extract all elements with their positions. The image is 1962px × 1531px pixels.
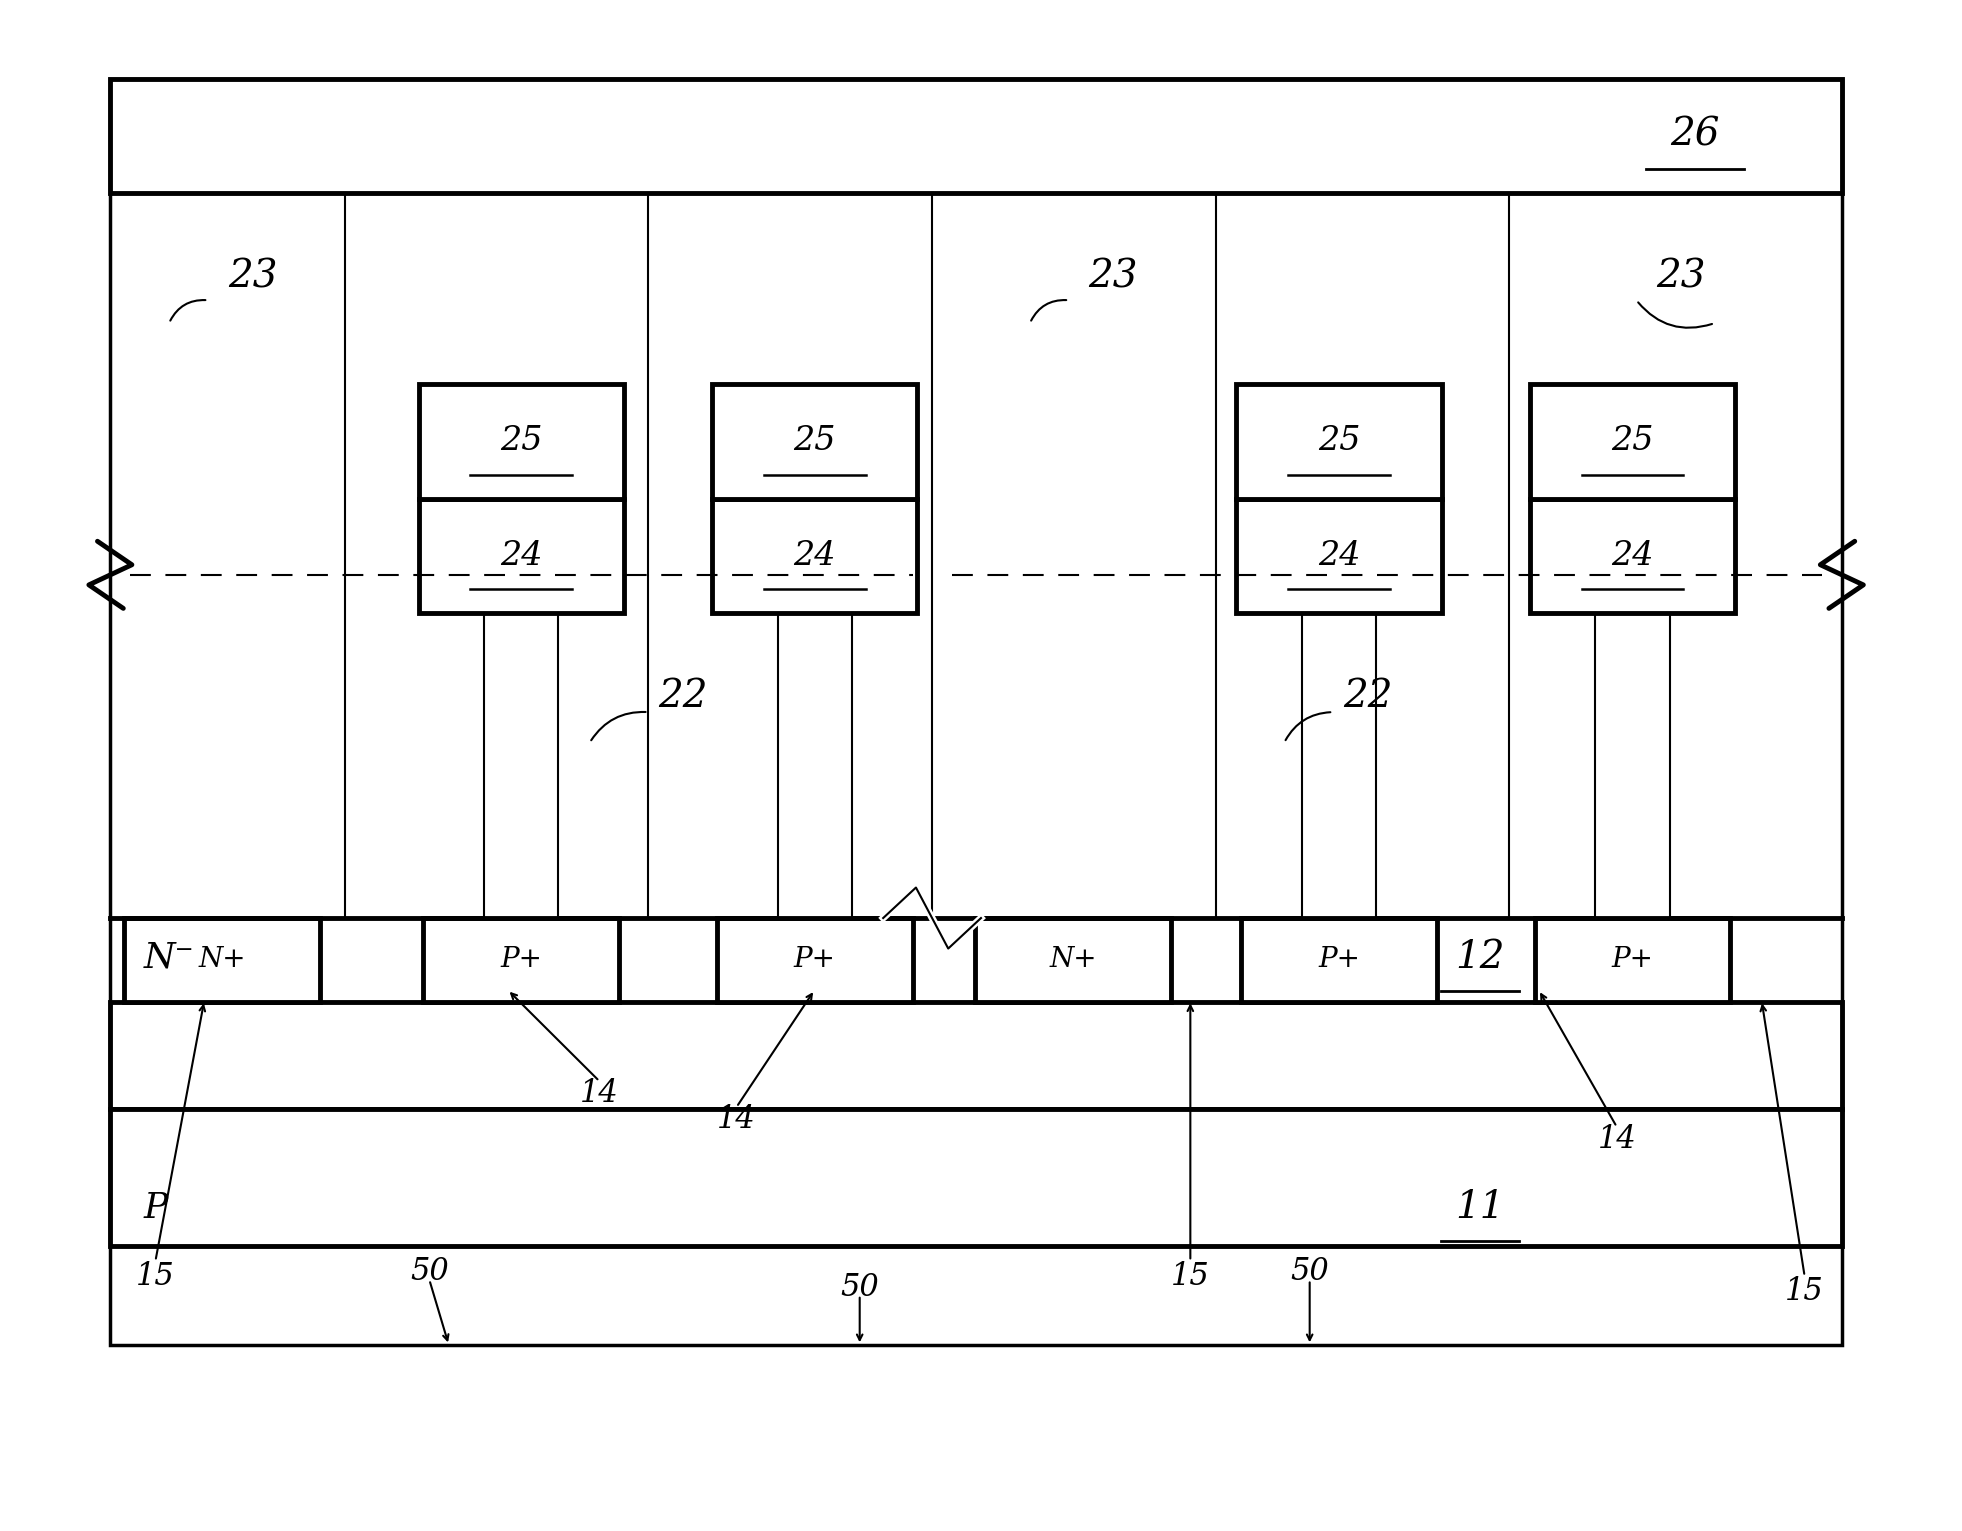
Text: 12: 12 [1456, 939, 1505, 977]
Text: P+: P+ [500, 946, 542, 974]
Text: 22: 22 [657, 678, 708, 715]
Bar [424, 919, 620, 1001]
Text: 14: 14 [581, 1078, 618, 1108]
Bar [716, 919, 912, 1001]
Text: 22: 22 [1342, 678, 1393, 715]
Bar [1236, 384, 1442, 499]
Bar [1242, 919, 1436, 1001]
Text: 50: 50 [1291, 1257, 1328, 1288]
Text: 24: 24 [793, 540, 836, 571]
Text: 24: 24 [1611, 540, 1654, 571]
Text: 25: 25 [1611, 426, 1654, 458]
Bar [110, 1001, 1842, 1108]
Text: 25: 25 [500, 426, 542, 458]
Text: P+: P+ [1318, 946, 1360, 974]
Bar [1236, 499, 1442, 612]
Bar [777, 612, 852, 919]
Text: 25: 25 [1318, 426, 1360, 458]
Bar [1595, 612, 1670, 919]
Text: 11: 11 [1456, 1190, 1505, 1226]
Text: 15: 15 [1171, 1262, 1211, 1292]
Text: 26: 26 [1670, 116, 1721, 155]
Text: P: P [143, 1191, 169, 1225]
Bar [712, 384, 918, 499]
Bar [418, 384, 624, 499]
Text: 15: 15 [135, 1262, 175, 1292]
Text: 50: 50 [840, 1272, 879, 1303]
Bar [418, 499, 624, 612]
Text: N+: N+ [1050, 946, 1097, 974]
Text: 24: 24 [500, 540, 542, 571]
Text: 15: 15 [1785, 1277, 1825, 1307]
Text: 25: 25 [793, 426, 836, 458]
Text: N⁻: N⁻ [143, 940, 194, 975]
Text: N+: N+ [198, 946, 245, 974]
Bar [1303, 612, 1375, 919]
Text: 50: 50 [410, 1257, 449, 1288]
Text: 14: 14 [1597, 1124, 1636, 1154]
Text: 23: 23 [1656, 259, 1705, 295]
Text: 24: 24 [1318, 540, 1360, 571]
Bar [110, 1108, 1842, 1246]
Text: P+: P+ [1611, 946, 1654, 974]
Bar [1534, 919, 1730, 1001]
Text: 23: 23 [228, 259, 277, 295]
Bar [975, 919, 1171, 1001]
Bar [124, 919, 320, 1001]
Text: 23: 23 [1089, 259, 1138, 295]
Bar [110, 80, 1842, 193]
Text: 14: 14 [716, 1104, 755, 1134]
Bar [1530, 384, 1734, 499]
Bar [110, 80, 1842, 1346]
Text: P+: P+ [795, 946, 836, 974]
Bar [485, 612, 559, 919]
Bar [712, 499, 918, 612]
Bar [1530, 499, 1734, 612]
